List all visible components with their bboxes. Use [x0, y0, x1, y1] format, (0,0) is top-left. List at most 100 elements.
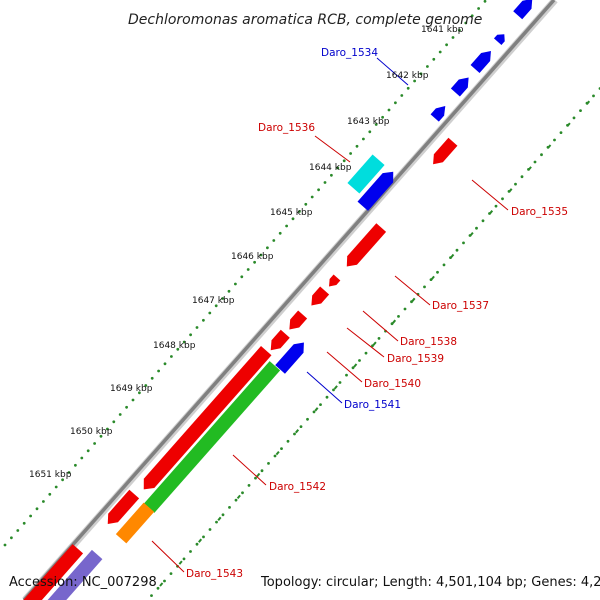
- outer-track-dot: [176, 347, 180, 351]
- inner-track-dot: [475, 226, 478, 230]
- inner-track-dot: [299, 425, 303, 428]
- gene-feature-1543-red[interactable]: [103, 489, 140, 529]
- gene-label-daro_1536[interactable]: Daro_1536: [258, 122, 315, 134]
- outer-track-dot: [458, 28, 461, 32]
- outer-track-dot: [272, 239, 276, 242]
- inner-track-dot: [436, 270, 439, 274]
- outer-track-dot: [16, 529, 20, 532]
- outer-track-dot: [330, 173, 333, 177]
- inner-track-dot: [169, 572, 173, 575]
- tick-dash: [392, 319, 397, 324]
- gene-feature-1542[interactable]: [143, 361, 281, 513]
- outer-track-dot: [48, 492, 52, 496]
- gene-label-daro_1539[interactable]: Daro_1539: [387, 353, 444, 365]
- outer-track-dot: [170, 355, 173, 358]
- outer-track-dot: [323, 181, 327, 184]
- inner-track-dot: [150, 594, 153, 597]
- outer-track-dot: [131, 398, 135, 402]
- kbp-scale-labels: 1641 kbp 1642 kbp 1643 kbp 1644 kbp 1645 kbp…: [29, 25, 464, 480]
- outer-track-dot: [266, 246, 269, 250]
- gene-feature-bottom-red[interactable]: [20, 544, 84, 600]
- outer-track-dot: [419, 72, 423, 76]
- inner-track-dot: [312, 410, 316, 414]
- outer-track-dot: [355, 144, 359, 148]
- gene-feature-1536[interactable]: [347, 154, 385, 194]
- outer-track-dot: [80, 456, 84, 460]
- outer-track-dot: [381, 115, 384, 119]
- kbp-label: 1644 kbp: [309, 163, 352, 173]
- inner-track-dot: [319, 403, 322, 406]
- inner-track-dot: [462, 241, 465, 245]
- outer-track-dot: [246, 268, 250, 271]
- gene-label-daro_1538[interactable]: Daro_1538: [400, 336, 457, 348]
- inner-track-dot: [332, 388, 335, 392]
- inner-track-dot: [202, 535, 205, 539]
- gene-feature-top[interactable]: [513, 0, 537, 20]
- tick-dash: [566, 122, 571, 127]
- kbp-label: 1643 kbp: [347, 117, 390, 127]
- outer-track-dot: [310, 195, 314, 199]
- gene-feature-1534b[interactable]: [470, 47, 496, 73]
- genome-title: Dechloromonas aromatica RCB, complete ge…: [128, 12, 482, 28]
- inner-track-dot: [338, 381, 342, 384]
- outer-track-dot: [234, 282, 237, 286]
- tick-dash: [353, 363, 358, 368]
- inner-track-dot: [481, 219, 485, 223]
- leader-daro_1540: [326, 351, 363, 383]
- outer-track-dot: [144, 384, 148, 387]
- outer-track-dot: [470, 14, 474, 18]
- gene-label-daro_1537[interactable]: Daro_1537: [432, 300, 489, 312]
- leader-daro_1534: [376, 57, 409, 86]
- gene-feature-1540[interactable]: [285, 310, 308, 334]
- kbp-label: 1649 kbp: [110, 384, 153, 394]
- gene-feature-1539-shape: [311, 286, 330, 306]
- outer-track-dot: [10, 536, 13, 540]
- gene-feature-1535[interactable]: [429, 137, 458, 168]
- gene-feature-1537[interactable]: [342, 223, 387, 271]
- outer-track-dot: [285, 224, 288, 228]
- gene-label-daro_1541[interactable]: Daro_1541: [344, 399, 401, 411]
- inner-track-dot: [455, 248, 459, 252]
- tick-dash: [489, 210, 494, 215]
- gene-feature-1543[interactable]: [115, 502, 155, 544]
- outer-track-dot: [483, 0, 487, 3]
- gene-feature-1541[interactable]: [275, 338, 309, 374]
- outer-track-dot: [202, 318, 205, 322]
- gene-label-daro_1540[interactable]: Daro_1540: [364, 378, 421, 390]
- outer-track-dot: [394, 101, 397, 105]
- outer-track-dot: [253, 260, 256, 264]
- gene-feature-1540-shape: [289, 310, 308, 330]
- tick-dash: [256, 472, 261, 478]
- gene-feature-1540b[interactable]: [266, 329, 290, 354]
- outer-dotted-track: [3, 0, 487, 547]
- gene-feature-1534c[interactable]: [450, 74, 473, 97]
- tick-dash: [198, 538, 203, 543]
- gene-feature-1539[interactable]: [307, 286, 330, 310]
- leader-daro_1535: [471, 179, 509, 211]
- inner-track-dot: [293, 432, 296, 436]
- outer-track-dot: [464, 21, 468, 25]
- inner-track-dot: [280, 447, 283, 450]
- gene-feature-1537-shape: [346, 223, 387, 267]
- gene-feature-1540b-shape: [270, 329, 290, 351]
- gene-feature-1538[interactable]: [326, 274, 341, 290]
- gene-feature-1542-red[interactable]: [139, 346, 272, 494]
- gene-label-daro_1543[interactable]: Daro_1543: [186, 568, 243, 580]
- gene-label-daro_1535[interactable]: Daro_1535: [511, 206, 568, 218]
- inner-track-dot: [189, 550, 192, 553]
- kbp-label: 1650 kbp: [70, 427, 113, 437]
- accession-text: Accession: NC_007298: [9, 575, 157, 590]
- outer-track-dot: [3, 543, 7, 547]
- gene-feature-1536-strand[interactable]: [357, 167, 399, 211]
- inner-track-dot: [442, 263, 446, 267]
- gene-feature-1542-shape: [143, 361, 281, 513]
- gene-feature-top-shape: [513, 0, 533, 20]
- gene-label-daro_1534[interactable]: Daro_1534: [321, 47, 378, 59]
- outer-track-dot: [86, 449, 90, 453]
- gene-label-daro_1542[interactable]: Daro_1542: [269, 481, 326, 493]
- gene-feature-1534[interactable]: [430, 102, 450, 122]
- outer-track-dot: [138, 391, 141, 395]
- gene-feature-1534a[interactable]: [493, 31, 508, 46]
- inner-track-dot: [195, 542, 199, 546]
- outer-track-dot: [157, 369, 161, 373]
